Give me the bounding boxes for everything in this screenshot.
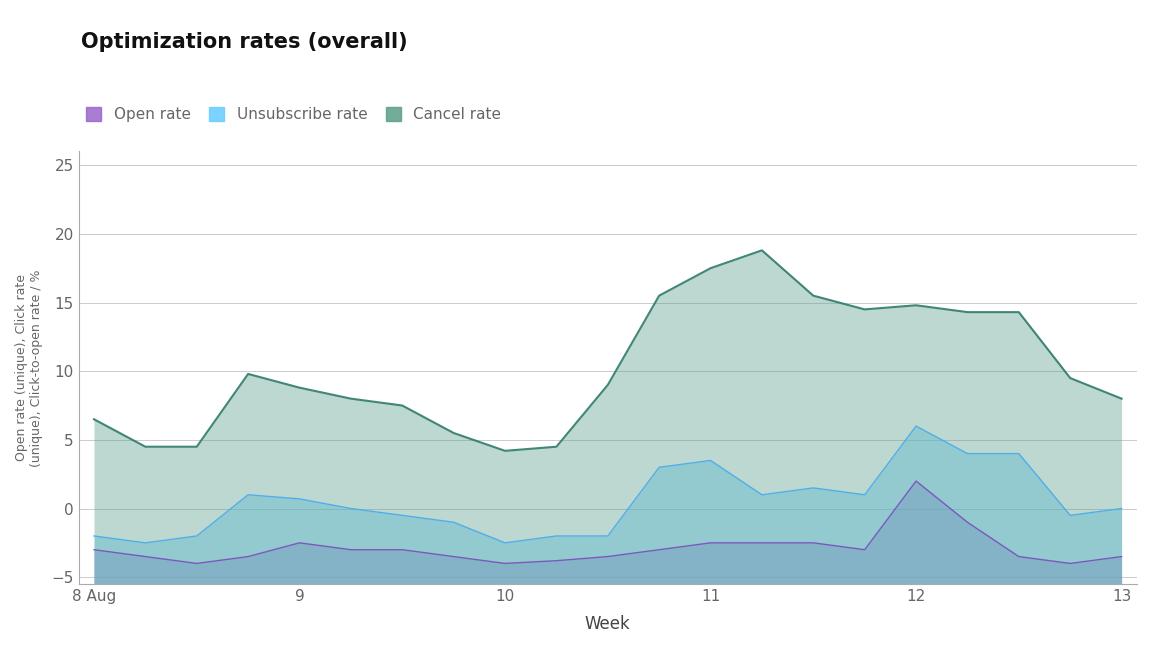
X-axis label: Week: Week — [585, 615, 630, 633]
Y-axis label: Open rate (unique), Click rate
(unique), Click-to-open rate / %: Open rate (unique), Click rate (unique),… — [15, 269, 43, 467]
Text: Optimization rates (overall): Optimization rates (overall) — [81, 32, 408, 52]
Legend: Open rate, Unsubscribe rate, Cancel rate: Open rate, Unsubscribe rate, Cancel rate — [86, 107, 501, 122]
